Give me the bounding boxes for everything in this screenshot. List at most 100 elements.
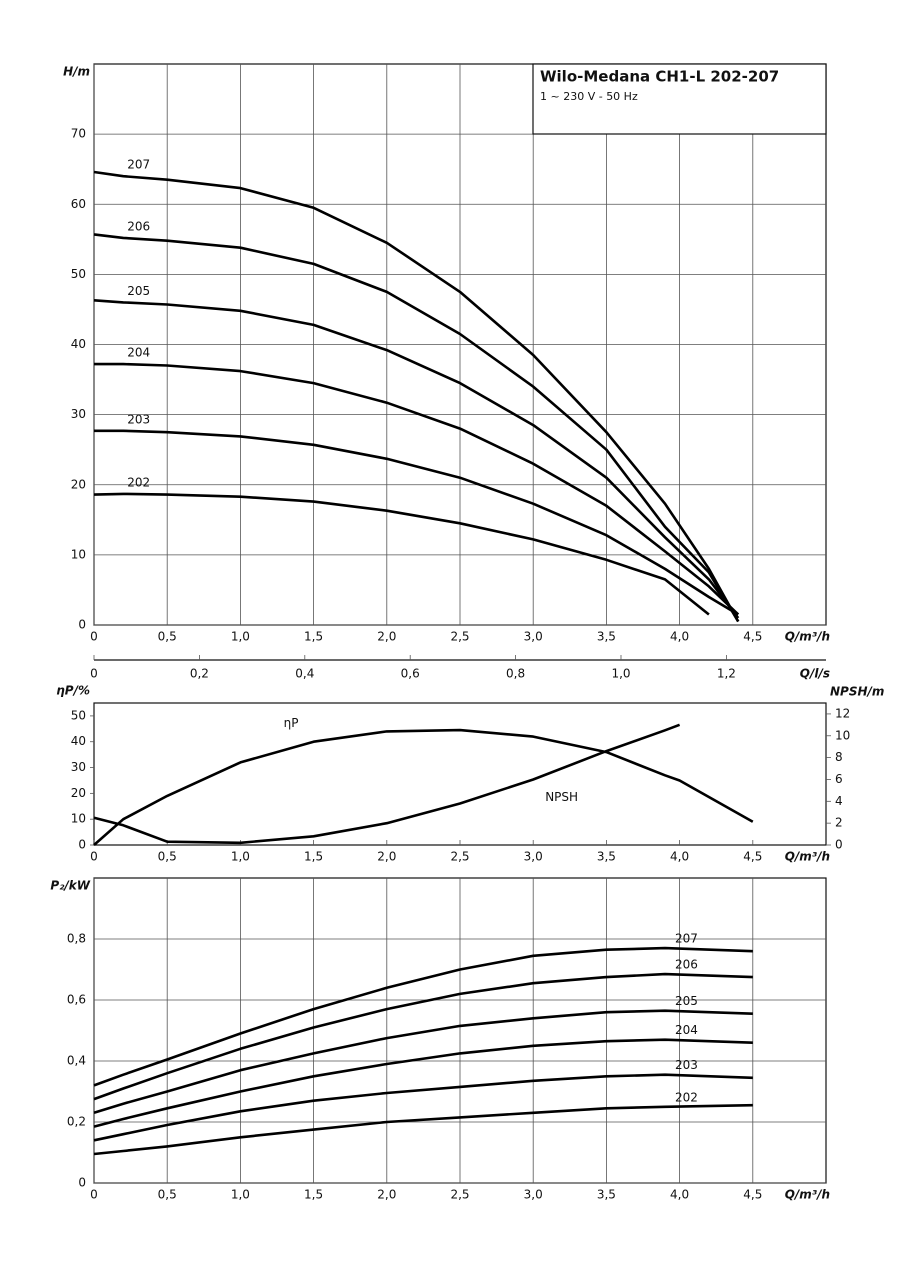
series-label: 203 [675, 1058, 698, 1072]
y2-tick-label: 10 [835, 728, 850, 742]
chart-title: Wilo-Medana CH1-L 202-207 [540, 68, 779, 86]
series-label: 202 [127, 475, 150, 489]
y2-tick-label: 12 [835, 706, 850, 720]
y-tick-label: 20 [71, 786, 86, 800]
y-tick-label: 10 [71, 547, 86, 561]
x-tick-label: 2,5 [450, 850, 469, 864]
series-label: 204 [675, 1023, 698, 1037]
x-tick-label: 0,5 [158, 1188, 177, 1202]
x-tick-label: 1,0 [231, 630, 250, 644]
y-tick-label: 40 [71, 734, 86, 748]
title-box [532, 63, 827, 135]
curve [93, 1009, 753, 1115]
x2-tick-label: 0,2 [190, 667, 209, 681]
x-tick-label: 0 [90, 630, 98, 644]
y-axis-label: H/m [63, 65, 90, 79]
x2-tick-label: 0 [90, 667, 98, 681]
curve [93, 299, 740, 619]
x-tick-label: 3,5 [597, 630, 616, 644]
x-tick-label: 2,0 [377, 630, 396, 644]
y-tick-label: 50 [71, 267, 86, 281]
y-tick-label: 70 [71, 127, 86, 141]
y2-tick-label: 4 [835, 794, 843, 808]
y-tick-label: 30 [71, 760, 86, 774]
x-axis-label: Q/m³/h [785, 850, 830, 864]
y2-tick-label: 0 [835, 838, 843, 852]
y2-axis-label: NPSH/m [830, 685, 884, 699]
x-tick-label: 4,5 [743, 630, 762, 644]
x-tick-label: 1,5 [304, 630, 323, 644]
x2-axis-label: Q/l/s [800, 667, 830, 681]
series-label: NPSH [545, 790, 578, 804]
curve [94, 429, 739, 616]
x-axis-label: Q/m³/h [785, 1188, 830, 1202]
x-tick-label: 3,0 [524, 630, 543, 644]
y2-tick-label: 8 [835, 750, 843, 764]
y-tick-label: 60 [71, 197, 86, 211]
series-label: 204 [127, 346, 150, 360]
x-tick-label: 4,0 [670, 850, 689, 864]
curve [93, 728, 754, 846]
x-tick-label: 3,5 [597, 850, 616, 864]
x-tick-label: 3,0 [524, 1188, 543, 1202]
x-tick-label: 4,0 [670, 630, 689, 644]
x-tick-label: 3,0 [524, 850, 543, 864]
series-label: 207 [675, 932, 698, 946]
y-axis-label: ηP/% [56, 684, 90, 698]
y-tick-label: 40 [71, 337, 86, 351]
y-tick-label: 0,6 [67, 993, 86, 1007]
x-tick-label: 1,5 [304, 850, 323, 864]
x-tick-label: 0,5 [158, 850, 177, 864]
x-tick-label: 1,0 [231, 850, 250, 864]
x2-tick-label: 0,8 [506, 667, 525, 681]
series-label: 205 [675, 994, 698, 1008]
x-tick-label: 0 [90, 1188, 98, 1202]
x2-tick-label: 1,2 [717, 667, 736, 681]
curve [93, 1103, 753, 1156]
curve [93, 972, 753, 1101]
x2-tick-label: 0,4 [295, 667, 314, 681]
x-tick-label: 3,5 [597, 1188, 616, 1202]
series-label: 203 [127, 412, 150, 426]
plot-frame [93, 702, 827, 846]
x-axis-label: Q/m³/h [785, 630, 830, 644]
y-axis-label: P₂/kW [50, 879, 90, 893]
curve [93, 723, 681, 845]
x2-tick-label: 1,0 [611, 667, 630, 681]
x-tick-label: 0,5 [158, 630, 177, 644]
curve [93, 492, 710, 616]
series-label: 202 [675, 1090, 698, 1104]
x2-tick-label: 0,6 [401, 667, 420, 681]
x-tick-label: 2,5 [450, 630, 469, 644]
curve [93, 1073, 753, 1142]
series-label: 207 [127, 158, 150, 172]
x-tick-label: 2,0 [377, 850, 396, 864]
series-label: 206 [675, 958, 698, 972]
curve [93, 170, 740, 623]
y-tick-label: 0,8 [67, 932, 86, 946]
x-tick-label: 1,0 [231, 1188, 250, 1202]
y-tick-label: 0,2 [67, 1115, 86, 1129]
y-tick-label: 10 [71, 812, 86, 826]
y2-tick-label: 6 [835, 772, 843, 786]
y-tick-label: 0 [78, 1176, 86, 1190]
series-label: ηP [284, 716, 299, 730]
x-tick-label: 4,5 [743, 1188, 762, 1202]
x-tick-label: 0 [90, 850, 98, 864]
y-tick-label: 50 [71, 708, 86, 722]
y-tick-label: 30 [71, 407, 86, 421]
x-tick-label: 4,5 [743, 850, 762, 864]
x-tick-label: 2,5 [450, 1188, 469, 1202]
x-tick-label: 1,5 [304, 1188, 323, 1202]
curve [93, 233, 740, 623]
y-tick-label: 20 [71, 477, 86, 491]
y-tick-label: 0,4 [67, 1054, 86, 1068]
series-label: 206 [127, 219, 150, 233]
series-label: 205 [127, 284, 150, 298]
x-tick-label: 2,0 [377, 1188, 396, 1202]
y-tick-label: 0 [78, 618, 86, 632]
curve [93, 1038, 753, 1128]
x-tick-label: 4,0 [670, 1188, 689, 1202]
y2-tick-label: 2 [835, 816, 843, 830]
